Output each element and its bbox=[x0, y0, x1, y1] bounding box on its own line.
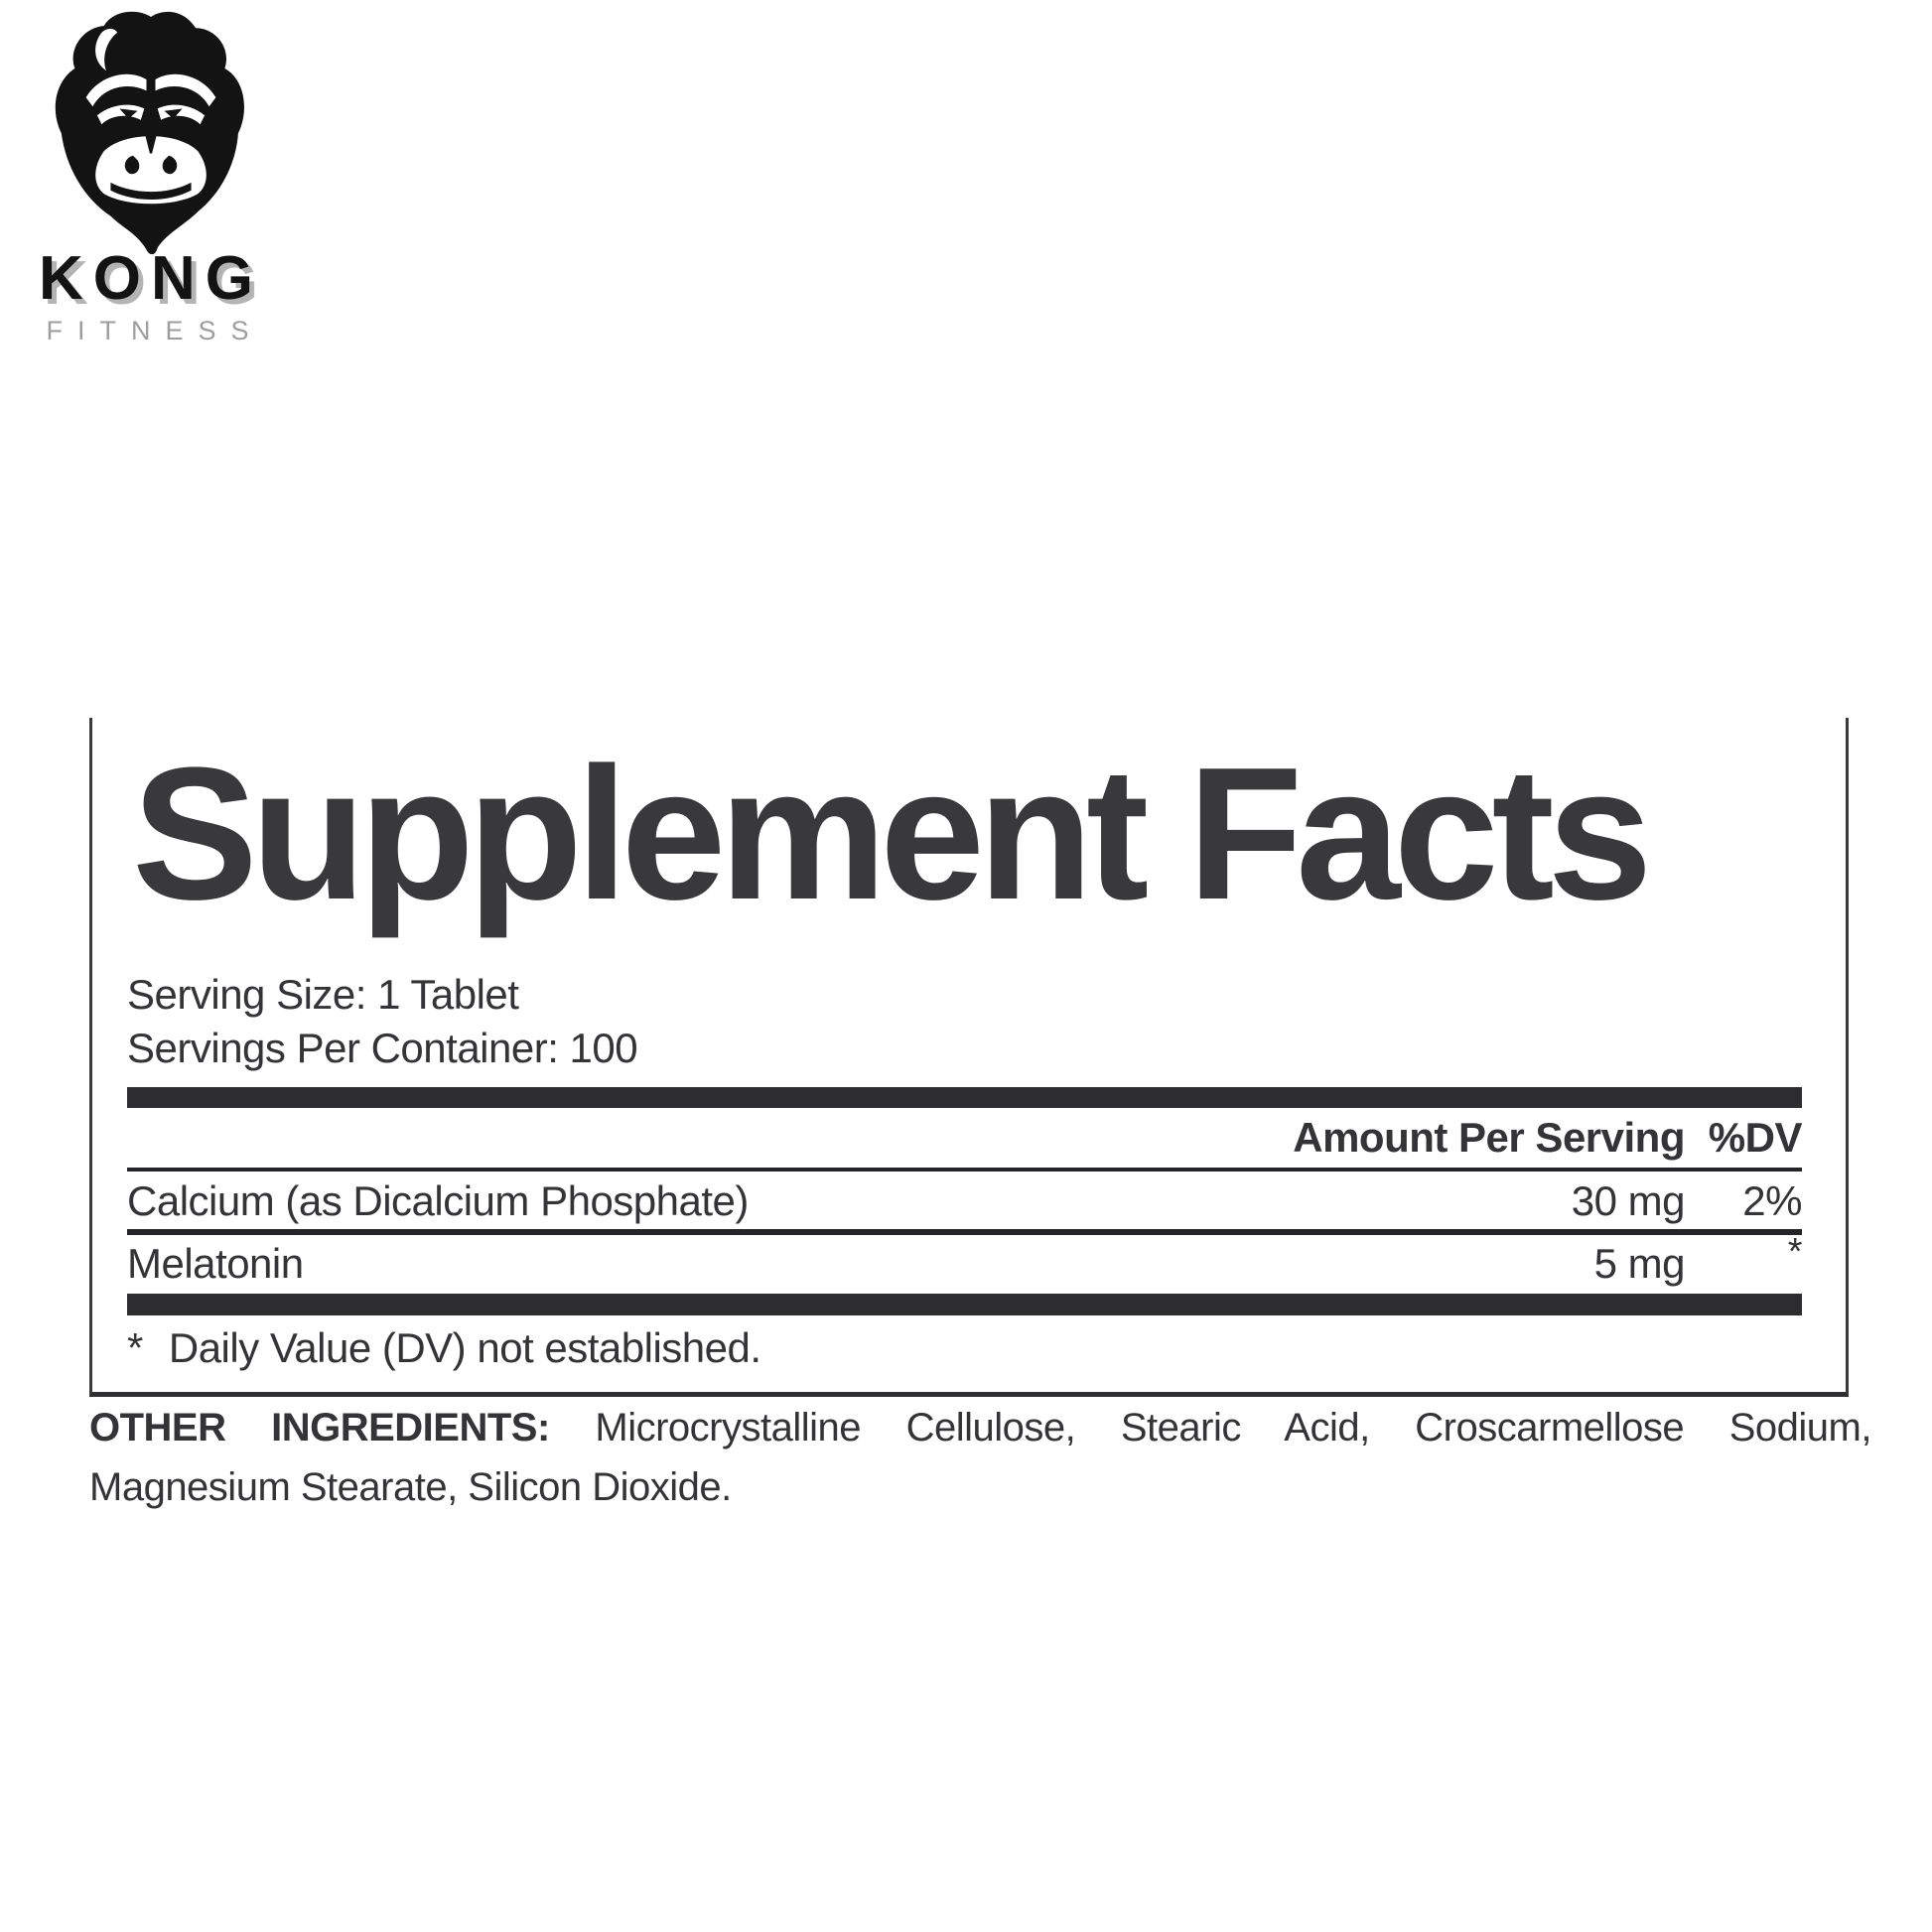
nutrient-name: Calcium (as Dicalcium Phosphate) bbox=[127, 1177, 749, 1224]
column-header-dv: %DV bbox=[1708, 1114, 1803, 1161]
other-ingredients-text-1: Microcrystalline Cellulose, Stearic Acid… bbox=[595, 1406, 1871, 1449]
servings-per-container: Servings Per Container: 100 bbox=[127, 1025, 638, 1071]
dv-footnote: * Daily Value (DV) not established. bbox=[127, 1324, 761, 1371]
other-ingredients-line1: OTHER INGREDIENTS: Microcrystalline Cell… bbox=[89, 1398, 1871, 1457]
other-ingredients-text-2: Magnesium Stearate, Silicon Dioxide. bbox=[89, 1465, 732, 1509]
nutrient-name: Melatonin bbox=[127, 1240, 304, 1287]
brand-subtitle: FITNESS bbox=[46, 316, 264, 345]
column-header-amount: Amount Per Serving bbox=[1293, 1114, 1685, 1161]
nutrient-amount: 5 mg bbox=[1593, 1240, 1686, 1287]
other-ingredients-label: OTHER INGREDIENTS: bbox=[89, 1406, 550, 1449]
footnote-text: Daily Value (DV) not established. bbox=[168, 1324, 761, 1371]
column-header-row: Amount Per Serving %DV bbox=[127, 1114, 1803, 1161]
panel-title: Supplement Facts bbox=[132, 729, 1652, 939]
other-ingredients: OTHER INGREDIENTS: Microcrystalline Cell… bbox=[89, 1398, 1871, 1517]
gorilla-head-icon bbox=[55, 11, 244, 254]
thick-divider-top bbox=[127, 1087, 1802, 1108]
nutrient-row-melatonin: Melatonin 5 mg * bbox=[127, 1231, 1803, 1288]
nutrient-dv-asterisk: * bbox=[1787, 1231, 1803, 1273]
header-rule bbox=[127, 1168, 1802, 1172]
serving-size: Serving Size: 1 Tablet bbox=[127, 971, 519, 1018]
nutrient-dv: 2% bbox=[1742, 1177, 1802, 1224]
brand-logo: KONG FITNESS bbox=[22, 8, 280, 345]
brand-name: KONG bbox=[39, 244, 263, 313]
nutrient-row-calcium: Calcium (as Dicalcium Phosphate) 30 mg 2… bbox=[127, 1177, 1803, 1224]
thick-divider-bottom bbox=[127, 1294, 1802, 1315]
supplement-facts-panel: Supplement Facts Serving Size: 1 Tablet … bbox=[89, 718, 1849, 1397]
footnote-asterisk: * bbox=[127, 1324, 143, 1371]
nutrient-amount: 30 mg bbox=[1571, 1177, 1686, 1224]
row-divider bbox=[127, 1229, 1802, 1235]
